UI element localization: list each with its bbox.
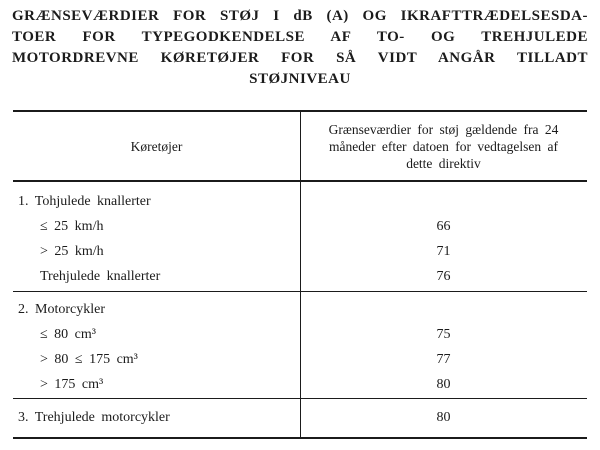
page-title: GRÆNSEVÆRDIER FOR STØJ I dB (A) OG IKRAF…: [12, 6, 588, 90]
title-line: TOER FOR TYPEGODKENDELSE AF TO- OG TREHJ…: [12, 29, 588, 45]
title-line: GRÆNSEVÆRDIER FOR STØJ I dB (A) OG IKRAF…: [12, 8, 588, 24]
table-row: Trehjulede knallerter 76: [13, 264, 587, 289]
title-line: STØJNIVEAU: [249, 71, 351, 87]
row-label: 1. Tohjulede knallerter: [18, 193, 151, 209]
table-row: > 175 cm³ 80: [13, 372, 587, 397]
row-label: Trehjulede knallerter: [40, 268, 161, 284]
table-row: > 25 km/h 71: [13, 239, 587, 264]
row-label: ≤ 80 cm³: [40, 326, 96, 342]
column-divider: [300, 112, 301, 437]
row-value: 66: [436, 218, 451, 234]
row-value: 76: [436, 268, 451, 284]
row-value: 77: [436, 351, 451, 367]
table-row: > 80 ≤ 175 cm³ 77: [13, 347, 587, 372]
row-label: 2. Motorcykler: [18, 301, 105, 317]
table-row: 1. Tohjulede knallerter: [13, 189, 587, 214]
title-line: MOTORDREVNE KØRETØJER FOR SÅ VIDT ANGÅR …: [12, 50, 588, 66]
column-header-limit-values: Grænseværdier for støj gældende fra 24 m…: [328, 121, 559, 171]
row-value: 80: [436, 376, 451, 392]
row-label: > 175 cm³: [40, 376, 104, 392]
row-value: 80: [436, 409, 451, 425]
table-section-motorcykler: 2. Motorcykler ≤ 80 cm³ 75 > 80 ≤ 175 cm…: [13, 291, 587, 398]
row-value: 71: [436, 243, 451, 259]
row-label: ≤ 25 km/h: [40, 218, 104, 234]
column-header-vehicles: Køretøjer: [130, 138, 183, 154]
table-row: ≤ 80 cm³ 75: [13, 322, 587, 347]
table-row: ≤ 25 km/h 66: [13, 214, 587, 239]
row-label: 3. Trehjulede motorcykler: [18, 409, 170, 425]
row-label: > 25 km/h: [40, 243, 104, 259]
table-row: 3. Trehjulede motorcykler 80: [13, 405, 587, 430]
table-row: 2. Motorcykler: [13, 297, 587, 322]
table-section-tohjulede-knallerter: 1. Tohjulede knallerter ≤ 25 km/h 66 > 2…: [13, 182, 587, 291]
row-label: > 80 ≤ 175 cm³: [40, 351, 138, 367]
noise-limits-table: Køretøjer Grænseværdier for støj gældend…: [13, 110, 587, 439]
row-value: 75: [436, 326, 451, 342]
